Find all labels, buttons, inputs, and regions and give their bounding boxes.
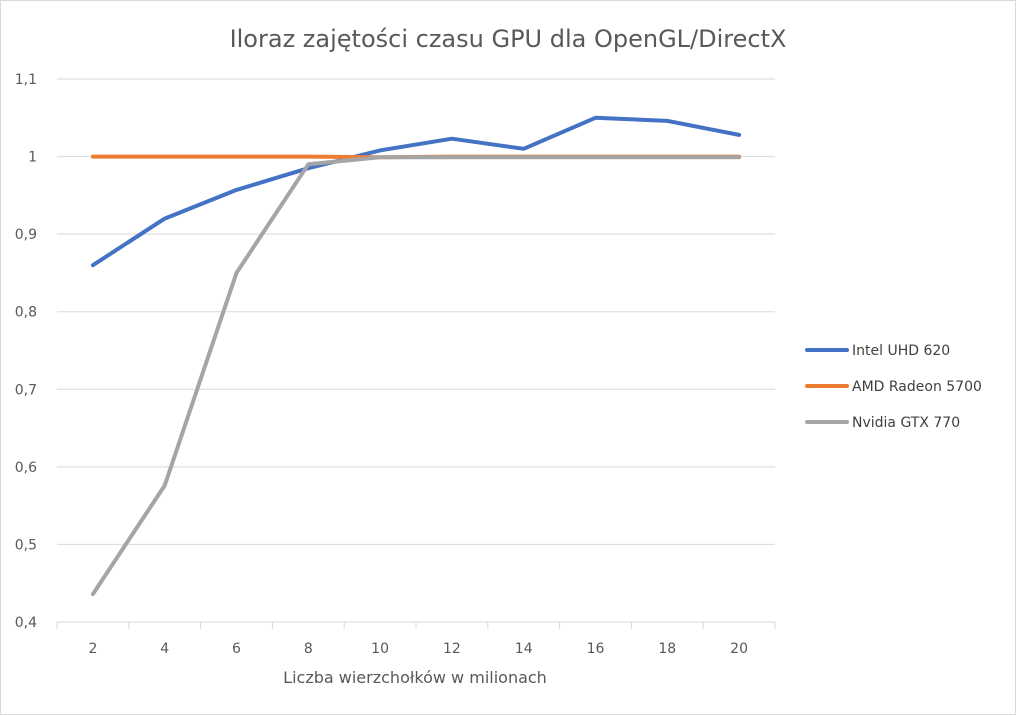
x-tick-label: 14: [515, 641, 533, 657]
legend-label: Intel UHD 620: [852, 343, 950, 359]
x-tick-label: 10: [371, 641, 389, 657]
x-axis: 2 4 6 8 10 12 14 16 18 20: [56, 622, 776, 657]
x-tick-label: 20: [730, 641, 748, 657]
x-axis-title: Liczba wierzchołków w milionach: [283, 668, 547, 687]
y-axis-ticks: 0,4 0,5 0,6 0,7 0,8 0,9 1 1,1: [15, 72, 37, 631]
x-tick-label: 2: [88, 641, 97, 657]
y-tick-label: 0,9: [15, 227, 37, 243]
y-tick-label: 0,4: [15, 615, 37, 631]
gridlines: [57, 78, 775, 623]
x-tick-label: 8: [304, 641, 313, 657]
legend: Intel UHD 620 AMD Radeon 5700 Nvidia GTX 7…: [805, 343, 982, 431]
y-tick-label: 1: [28, 150, 37, 166]
series-line-nvidia-gtx-770: [90, 155, 742, 597]
y-tick-label: 0,5: [15, 537, 37, 553]
x-tick-label: 6: [232, 641, 241, 657]
y-tick-label: 0,7: [15, 382, 37, 398]
x-tick-label: 12: [443, 641, 461, 657]
chart-title: Iloraz zajętości czasu GPU dla OpenGL/Di…: [230, 25, 787, 53]
series-lines: [90, 115, 742, 597]
x-tick-label: 18: [658, 641, 676, 657]
x-tick-label: 4: [160, 641, 169, 657]
y-tick-label: 0,6: [15, 460, 37, 476]
series-line-intel-uhd-620: [90, 115, 742, 268]
y-tick-label: 1,1: [15, 72, 37, 88]
legend-label: AMD Radeon 5700: [852, 379, 982, 395]
legend-label: Nvidia GTX 770: [852, 415, 960, 431]
y-tick-label: 0,8: [15, 305, 37, 321]
x-tick-label: 16: [587, 641, 605, 657]
